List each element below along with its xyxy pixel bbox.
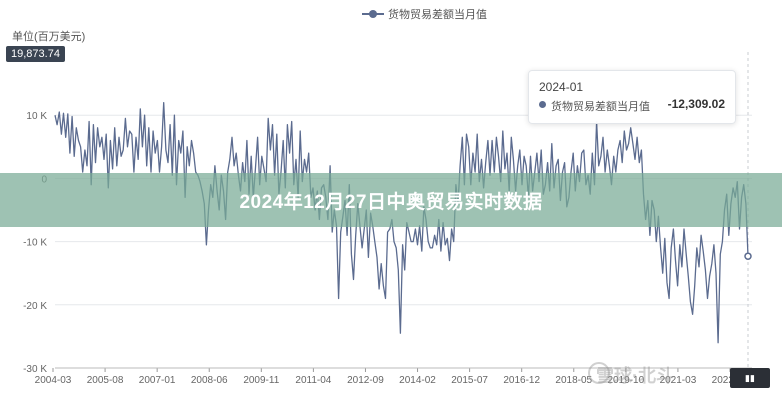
y-tick-label: -30 K xyxy=(23,364,47,375)
legend-swatch xyxy=(362,9,384,19)
tooltip: 2024-01 货物贸易差额当月值 -12,309.02 xyxy=(528,70,736,124)
x-tick-label: 2015-07 xyxy=(451,375,488,386)
tooltip-series-name: 货物贸易差额当月值 xyxy=(551,101,650,113)
y-axis-unit-label: 单位(百万美元) xyxy=(12,31,86,43)
y-tick-label: -20 K xyxy=(23,301,47,312)
x-tick-label: 2009-11 xyxy=(243,375,279,386)
x-tick-label: 2018-05 xyxy=(555,375,592,386)
x-tick-label: 2014-02 xyxy=(399,375,436,386)
watermark-logo-icon xyxy=(588,362,610,384)
x-tick-label: 2004-03 xyxy=(35,375,72,386)
y-tick-label: 10 K xyxy=(26,111,47,122)
title-banner: 2024年12月27日中奥贸易实时数据 xyxy=(0,173,782,227)
watermark: 雪球·北斗 xyxy=(596,366,674,386)
legend[interactable]: 货物贸易差额当月值 xyxy=(362,6,487,22)
tooltip-date: 2024-01 xyxy=(539,80,584,94)
x-tick-label: 2012-09 xyxy=(347,375,384,386)
series-line[interactable] xyxy=(54,101,749,344)
x-tick-label: 2016-12 xyxy=(503,375,540,386)
tooltip-value: -12,309.02 xyxy=(667,97,725,111)
x-tick-label: 2007-01 xyxy=(139,375,176,386)
banner-title: 2024年12月27日中奥贸易实时数据 xyxy=(239,191,543,213)
x-tick-label: 2005-08 xyxy=(87,375,124,386)
x-tick-label: 2008-06 xyxy=(191,375,228,386)
max-value-badge: 19,873.74 xyxy=(6,46,65,62)
x-tick-label: 2011-04 xyxy=(295,375,331,386)
legend-label: 货物贸易差额当月值 xyxy=(388,9,487,21)
corner-logo-icon: ▮▮ xyxy=(730,368,770,388)
tooltip-series-dot xyxy=(539,101,546,108)
y-tick-label: -10 K xyxy=(23,238,47,249)
hover-point[interactable] xyxy=(744,252,752,260)
x-tick-label: 2021-03 xyxy=(660,375,697,386)
x-tick-label: 2019-10 xyxy=(607,375,644,386)
